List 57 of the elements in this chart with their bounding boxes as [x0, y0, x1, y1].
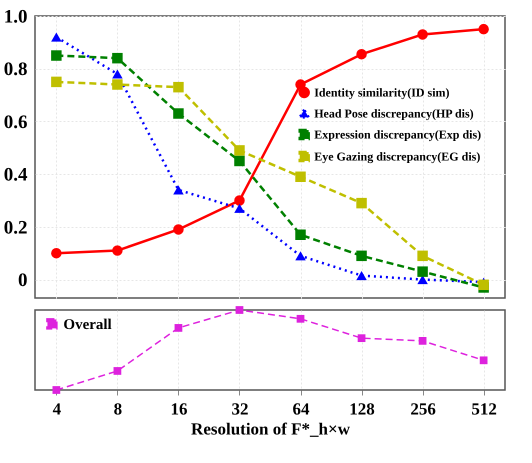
point [236, 306, 244, 314]
point [112, 69, 123, 79]
x-tick-label: 32 [231, 400, 248, 418]
point [234, 145, 245, 156]
y-tick-label: 1.0 [4, 6, 28, 28]
point [51, 50, 62, 61]
y-tick-label: 0.4 [4, 164, 28, 186]
point [478, 280, 489, 290]
x-tick-label: 8 [114, 400, 122, 418]
point [112, 79, 123, 90]
legend-label: Expression discrepancy(Exp dis) [314, 128, 482, 142]
x-tick-label: 64 [292, 400, 310, 418]
point [295, 230, 306, 240]
y-tick-label: 0.6 [4, 112, 28, 133]
point [112, 245, 123, 256]
legend-label: Head Pose discrepancy(HP dis) [314, 106, 474, 120]
x-tick-label: 512 [471, 400, 497, 418]
point [296, 314, 304, 323]
x-tick-label: 16 [170, 400, 188, 418]
point [295, 172, 306, 182]
point [173, 185, 184, 194]
point [356, 250, 367, 262]
x-tick-label: 256 [410, 400, 436, 418]
x-tick-label: 4 [52, 400, 62, 418]
y-tick-label: 0 [18, 270, 28, 292]
point [51, 32, 62, 42]
point [52, 386, 60, 394]
point [417, 29, 428, 40]
point [173, 82, 184, 92]
point [417, 266, 428, 277]
point [234, 156, 245, 166]
point [356, 48, 367, 60]
legend-label: Identity similarity(ID sim) [314, 86, 450, 100]
point [478, 24, 489, 34]
point [173, 224, 184, 235]
point [112, 52, 123, 64]
point [358, 334, 366, 342]
point [295, 251, 306, 260]
point [234, 204, 245, 213]
point [51, 248, 62, 258]
point [417, 250, 428, 262]
x-axis-title: Resolution of F*_h×w [191, 420, 351, 438]
point [173, 108, 184, 119]
point [417, 275, 428, 284]
point [234, 195, 245, 206]
point [174, 324, 182, 332]
point [51, 76, 62, 88]
legend-label: Eye Gazing discrepancy(EG dis) [314, 150, 480, 164]
point [356, 198, 367, 208]
point [480, 356, 488, 364]
legend-label: Overall [63, 316, 112, 333]
y-tick-label: 0.8 [4, 59, 28, 80]
point [418, 337, 426, 345]
point [114, 367, 122, 375]
point [356, 271, 367, 280]
y-tick-label: 0.2 [4, 217, 28, 238]
x-tick-label: 128 [349, 400, 375, 418]
